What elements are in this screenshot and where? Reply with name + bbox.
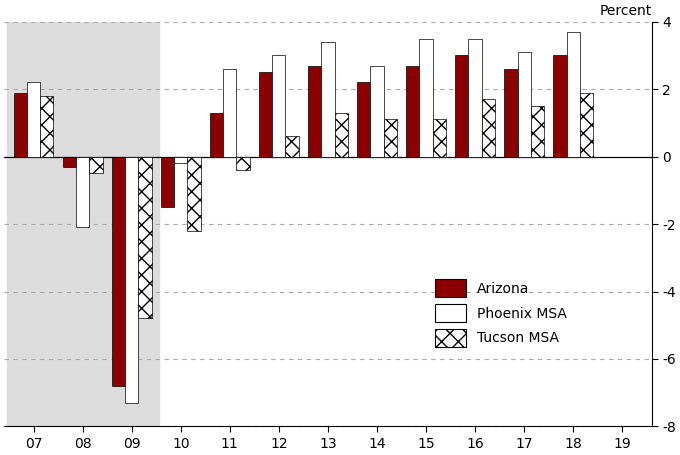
Legend: Arizona, Phoenix MSA, Tucson MSA: Arizona, Phoenix MSA, Tucson MSA bbox=[435, 279, 567, 347]
Bar bbox=[237, 157, 250, 170]
Bar bbox=[174, 157, 188, 163]
Bar bbox=[89, 157, 103, 173]
Bar bbox=[210, 113, 223, 157]
Bar bbox=[371, 66, 384, 157]
Bar bbox=[138, 157, 152, 318]
Bar bbox=[125, 157, 138, 403]
Bar bbox=[566, 32, 580, 157]
Bar bbox=[505, 69, 517, 157]
Bar bbox=[420, 39, 432, 157]
Bar bbox=[40, 96, 54, 157]
Bar bbox=[335, 113, 347, 157]
Bar bbox=[14, 92, 27, 157]
Bar bbox=[7, 22, 158, 426]
Bar bbox=[517, 52, 531, 157]
Bar bbox=[308, 66, 321, 157]
Bar bbox=[63, 157, 76, 167]
Bar bbox=[455, 56, 469, 157]
Text: Percent: Percent bbox=[599, 4, 651, 18]
Bar bbox=[286, 136, 299, 157]
Bar bbox=[161, 157, 174, 207]
Bar bbox=[259, 72, 272, 157]
Bar bbox=[531, 106, 544, 157]
Bar bbox=[272, 56, 286, 157]
Bar bbox=[469, 39, 481, 157]
Bar bbox=[321, 42, 335, 157]
Bar bbox=[188, 157, 201, 231]
Bar bbox=[357, 82, 371, 157]
Bar bbox=[481, 99, 495, 157]
Bar bbox=[432, 120, 446, 157]
Bar bbox=[112, 157, 125, 386]
Bar bbox=[554, 56, 566, 157]
Bar bbox=[384, 120, 397, 157]
Bar bbox=[76, 157, 89, 228]
Bar bbox=[223, 69, 237, 157]
Bar bbox=[406, 66, 420, 157]
Bar bbox=[580, 92, 593, 157]
Bar bbox=[27, 82, 40, 157]
